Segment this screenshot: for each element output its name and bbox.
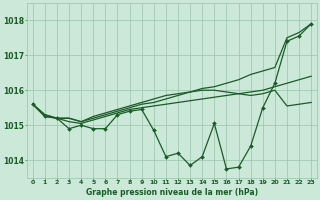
X-axis label: Graphe pression niveau de la mer (hPa): Graphe pression niveau de la mer (hPa) <box>86 188 258 197</box>
